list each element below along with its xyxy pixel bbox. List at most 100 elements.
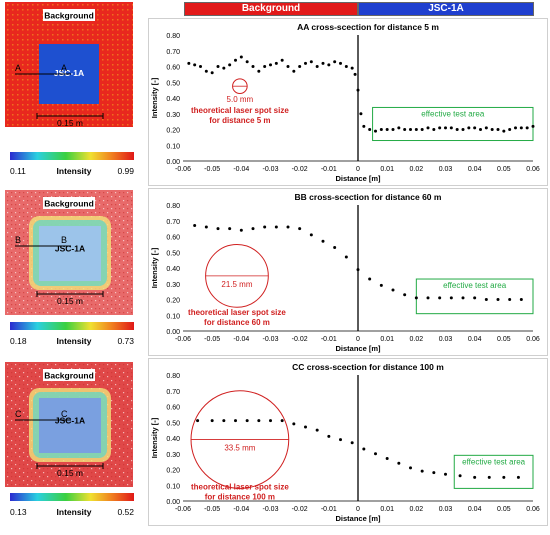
data-point <box>362 124 366 128</box>
y-tick-label: 0.80 <box>166 33 180 40</box>
x-tick-label: 0.01 <box>380 506 394 513</box>
data-point <box>502 475 506 479</box>
effective-test-area-box <box>415 278 534 315</box>
data-point <box>397 461 401 465</box>
data-point <box>344 255 348 259</box>
x-tick-label: 0.05 <box>497 336 511 343</box>
section-start-letter: A <box>15 63 21 73</box>
colorbar-min: 0.18 <box>10 336 27 346</box>
data-point <box>458 474 462 478</box>
laser-spot-caption-line2: for distance 60 m <box>204 318 270 327</box>
x-tick-label: -0.02 <box>292 506 308 513</box>
x-tick-label: -0.02 <box>292 336 308 343</box>
section-end-letter: C <box>61 409 68 419</box>
data-point <box>502 129 506 133</box>
x-tick-label: -0.06 <box>175 336 191 343</box>
data-point <box>531 124 535 128</box>
x-tick-label: -0.04 <box>233 336 249 343</box>
data-point <box>204 225 208 229</box>
y-tick-label: 0.30 <box>166 282 180 289</box>
data-point <box>362 447 366 451</box>
data-point <box>263 65 267 68</box>
x-tick-label: 0.01 <box>380 166 394 173</box>
data-point <box>426 126 430 130</box>
data-point <box>274 225 278 229</box>
jsc-region-tag: JSC-1A <box>358 2 534 16</box>
data-point <box>409 128 412 131</box>
x-tick-label: 0 <box>356 336 360 343</box>
data-point <box>245 60 249 64</box>
y-tick-label: 0.70 <box>166 219 180 226</box>
data-point <box>210 419 214 423</box>
x-tick-label: -0.01 <box>321 336 337 343</box>
y-tick-label: 0.00 <box>166 499 180 506</box>
y-tick-label: 0.20 <box>166 298 180 305</box>
x-tick-label: -0.03 <box>263 166 279 173</box>
data-point <box>461 128 465 131</box>
x-tick-label: -0.03 <box>263 506 279 513</box>
x-axis-label: Distance [m] <box>335 344 381 353</box>
data-point <box>420 469 424 473</box>
data-point <box>309 233 313 237</box>
data-point <box>292 69 296 73</box>
data-point <box>519 126 523 130</box>
x-tick-label: -0.01 <box>321 506 337 513</box>
x-tick-label: 0.06 <box>526 506 540 513</box>
data-point <box>403 293 407 297</box>
data-point <box>426 296 430 300</box>
x-tick-label: 0.06 <box>526 336 540 343</box>
data-point <box>449 296 453 300</box>
y-tick-label: 0.20 <box>166 128 180 135</box>
data-point <box>251 65 255 68</box>
data-point <box>379 283 383 287</box>
data-point <box>368 277 372 281</box>
x-tick-label: -0.04 <box>233 166 249 173</box>
data-point <box>222 419 226 423</box>
x-tick-label: 0.04 <box>468 336 482 343</box>
y-tick-label: 0.00 <box>166 329 180 336</box>
y-tick-label: 0.10 <box>166 313 180 320</box>
data-point <box>298 65 302 68</box>
data-point <box>484 298 488 301</box>
section-start-letter: B <box>15 235 21 245</box>
intensity-map-5m: Background JSC-1A A A 0.15 m <box>5 2 133 127</box>
data-point <box>414 296 418 300</box>
x-tick-label: 0.03 <box>439 506 453 513</box>
data-point <box>333 60 337 64</box>
colorbar-min: 0.13 <box>10 507 27 517</box>
data-point <box>508 298 512 301</box>
data-point <box>353 72 357 76</box>
x-tick-label: 0.04 <box>468 506 482 513</box>
y-tick-label: 0.40 <box>166 96 180 103</box>
data-point <box>508 128 512 131</box>
data-point <box>216 227 220 231</box>
y-tick-label: 0.40 <box>166 266 180 273</box>
x-tick-label: -0.02 <box>292 166 308 173</box>
data-point <box>234 419 237 423</box>
data-point <box>228 63 232 67</box>
x-tick-label: 0.03 <box>439 336 453 343</box>
background-region-tag: Background <box>184 2 358 16</box>
data-point <box>257 419 261 423</box>
data-point <box>344 65 348 68</box>
y-tick-label: 0.60 <box>166 65 180 72</box>
data-point <box>490 128 494 131</box>
data-point <box>234 58 237 62</box>
background-label-box <box>43 9 95 21</box>
data-point <box>187 61 191 65</box>
data-point <box>339 61 342 65</box>
laser-spot-caption-line1: theoretical laser spot size <box>191 482 289 491</box>
y-tick-label: 0.80 <box>166 203 180 210</box>
data-point <box>251 227 255 231</box>
chart-panel-bb: BB cross-scection for distance 60 m 0.00 0… <box>148 188 548 356</box>
data-point <box>444 472 447 476</box>
effective-test-area-box <box>453 454 534 489</box>
data-point <box>379 128 383 131</box>
x-tick-label: 0.05 <box>497 506 511 513</box>
colorbar-100m: 0.13 Intensity 0.52 <box>8 491 140 521</box>
section-start-letter: C <box>15 409 22 419</box>
data-point <box>315 428 319 432</box>
data-point <box>309 60 313 64</box>
intensity-map-100m: Background JSC-1A C C 0.15 m <box>5 362 133 487</box>
x-axis-label: Distance [m] <box>335 514 381 523</box>
